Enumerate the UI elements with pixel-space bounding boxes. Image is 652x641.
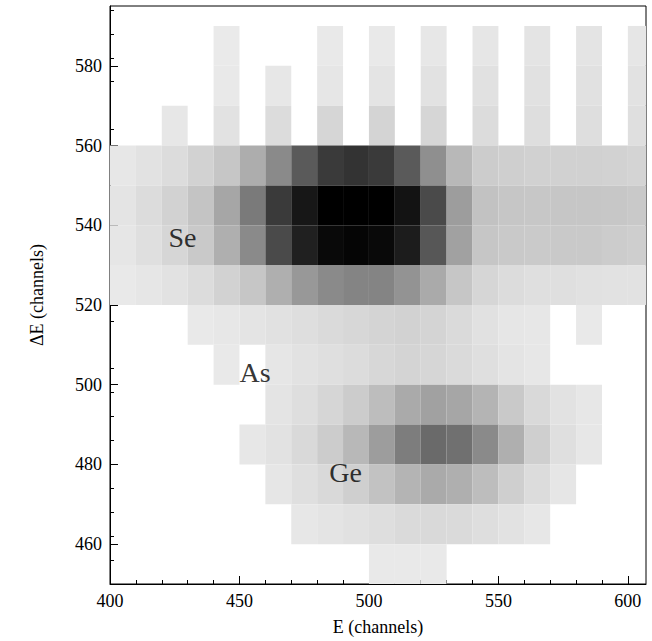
svg-text:400: 400 <box>97 591 124 611</box>
svg-text:Ge: Ge <box>329 457 362 488</box>
svg-text:As: As <box>239 357 270 388</box>
svg-text:560: 560 <box>75 136 102 156</box>
svg-text:580: 580 <box>75 56 102 76</box>
svg-text:550: 550 <box>485 591 512 611</box>
svg-text:460: 460 <box>75 534 102 554</box>
svg-text:500: 500 <box>75 375 102 395</box>
svg-text:Se: Se <box>169 222 197 253</box>
svg-text:540: 540 <box>75 215 102 235</box>
svg-text:ΔE (channels): ΔE (channels) <box>27 244 48 346</box>
svg-text:E (channels): E (channels) <box>333 617 423 638</box>
svg-text:520: 520 <box>75 295 102 315</box>
svg-text:450: 450 <box>226 591 253 611</box>
svg-text:600: 600 <box>614 591 641 611</box>
svg-text:480: 480 <box>75 454 102 474</box>
svg-text:500: 500 <box>355 591 382 611</box>
